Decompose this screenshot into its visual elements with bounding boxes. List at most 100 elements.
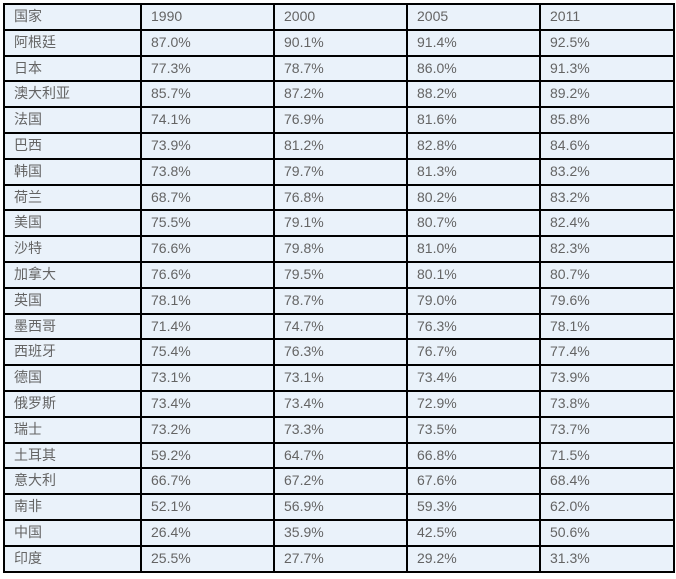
table-row: 英国 78.1% 78.7% 79.0% 79.6% bbox=[3, 286, 675, 315]
value-cell: 79.6% bbox=[539, 286, 675, 315]
value-cell: 81.3% bbox=[406, 157, 541, 186]
value-cell: 82.4% bbox=[539, 209, 675, 238]
value-cell: 82.8% bbox=[406, 131, 541, 160]
value-cell: 73.3% bbox=[273, 415, 408, 444]
value-cell: 73.7% bbox=[539, 415, 675, 444]
table-row: 墨西哥 71.4% 74.7% 76.3% 78.1% bbox=[3, 312, 675, 341]
value-cell: 76.7% bbox=[406, 338, 541, 367]
value-cell: 91.3% bbox=[539, 54, 675, 83]
value-cell: 79.7% bbox=[273, 157, 408, 186]
value-cell: 84.6% bbox=[539, 131, 675, 160]
value-cell: 66.7% bbox=[140, 467, 275, 496]
year-column-header: 2005 bbox=[406, 3, 541, 31]
value-cell: 66.8% bbox=[406, 441, 541, 470]
value-cell: 78.7% bbox=[273, 54, 408, 83]
country-cell: 阿根廷 bbox=[3, 28, 142, 57]
value-cell: 77.4% bbox=[539, 338, 675, 367]
value-cell: 76.3% bbox=[406, 312, 541, 341]
country-cell: 韩国 bbox=[3, 157, 142, 186]
header-row: 国家 1990 2000 2005 2011 bbox=[3, 3, 675, 31]
value-cell: 71.4% bbox=[140, 312, 275, 341]
value-cell: 76.8% bbox=[273, 183, 408, 212]
value-cell: 83.2% bbox=[539, 183, 675, 212]
value-cell: 29.2% bbox=[406, 544, 541, 573]
value-cell: 92.5% bbox=[539, 28, 675, 57]
value-cell: 89.2% bbox=[539, 80, 675, 109]
country-percentage-table: 国家 1990 2000 2005 2011 阿根廷 87.0% 90.1% 91.4% 92.… bbox=[3, 3, 675, 573]
value-cell: 88.2% bbox=[406, 80, 541, 109]
year-column-header: 2011 bbox=[539, 3, 675, 31]
value-cell: 81.6% bbox=[406, 106, 541, 134]
value-cell: 78.1% bbox=[140, 286, 275, 315]
value-cell: 73.1% bbox=[273, 364, 408, 392]
country-cell: 土耳其 bbox=[3, 441, 142, 470]
value-cell: 85.7% bbox=[140, 80, 275, 109]
value-cell: 78.7% bbox=[273, 286, 408, 315]
value-cell: 90.1% bbox=[273, 28, 408, 57]
value-cell: 56.9% bbox=[273, 493, 408, 521]
table-row: 加拿大 76.6% 79.5% 80.1% 80.7% bbox=[3, 260, 675, 289]
value-cell: 87.0% bbox=[140, 28, 275, 57]
table-row: 日本 77.3% 78.7% 86.0% 91.3% bbox=[3, 54, 675, 83]
country-cell: 瑞士 bbox=[3, 415, 142, 444]
country-cell: 英国 bbox=[3, 286, 142, 315]
value-cell: 73.4% bbox=[140, 389, 275, 418]
table-row: 法国 74.1% 76.9% 81.6% 85.8% bbox=[3, 106, 675, 134]
table-row: 西班牙 75.4% 76.3% 76.7% 77.4% bbox=[3, 338, 675, 367]
value-cell: 86.0% bbox=[406, 54, 541, 83]
value-cell: 81.0% bbox=[406, 235, 541, 263]
value-cell: 75.4% bbox=[140, 338, 275, 367]
value-cell: 52.1% bbox=[140, 493, 275, 521]
table-body: 阿根廷 87.0% 90.1% 91.4% 92.5% 日本 77.3% 78.7% 86.0%… bbox=[3, 28, 675, 573]
country-cell: 加拿大 bbox=[3, 260, 142, 289]
value-cell: 73.2% bbox=[140, 415, 275, 444]
value-cell: 78.1% bbox=[539, 312, 675, 341]
table-row: 巴西 73.9% 81.2% 82.8% 84.6% bbox=[3, 131, 675, 160]
value-cell: 75.5% bbox=[140, 209, 275, 238]
country-cell: 南非 bbox=[3, 493, 142, 521]
table-row: 南非 52.1% 56.9% 59.3% 62.0% bbox=[3, 493, 675, 521]
value-cell: 68.7% bbox=[140, 183, 275, 212]
table-row: 瑞士 73.2% 73.3% 73.5% 73.7% bbox=[3, 415, 675, 444]
value-cell: 85.8% bbox=[539, 106, 675, 134]
value-cell: 31.3% bbox=[539, 544, 675, 573]
value-cell: 35.9% bbox=[273, 518, 408, 547]
value-cell: 81.2% bbox=[273, 131, 408, 160]
value-cell: 79.0% bbox=[406, 286, 541, 315]
country-cell: 法国 bbox=[3, 106, 142, 134]
table-row: 荷兰 68.7% 76.8% 80.2% 83.2% bbox=[3, 183, 675, 212]
country-cell: 荷兰 bbox=[3, 183, 142, 212]
value-cell: 76.3% bbox=[273, 338, 408, 367]
value-cell: 67.2% bbox=[273, 467, 408, 496]
value-cell: 59.2% bbox=[140, 441, 275, 470]
value-cell: 76.6% bbox=[140, 235, 275, 263]
table-row: 澳大利亚 85.7% 87.2% 88.2% 89.2% bbox=[3, 80, 675, 109]
table-row: 意大利 66.7% 67.2% 67.6% 68.4% bbox=[3, 467, 675, 496]
country-cell: 沙特 bbox=[3, 235, 142, 263]
table-header: 国家 1990 2000 2005 2011 bbox=[3, 3, 675, 31]
year-column-header: 2000 bbox=[273, 3, 408, 31]
value-cell: 73.9% bbox=[140, 131, 275, 160]
country-cell: 巴西 bbox=[3, 131, 142, 160]
table-row: 韩国 73.8% 79.7% 81.3% 83.2% bbox=[3, 157, 675, 186]
value-cell: 73.4% bbox=[273, 389, 408, 418]
country-cell: 墨西哥 bbox=[3, 312, 142, 341]
value-cell: 42.5% bbox=[406, 518, 541, 547]
value-cell: 59.3% bbox=[406, 493, 541, 521]
value-cell: 64.7% bbox=[273, 441, 408, 470]
country-cell: 意大利 bbox=[3, 467, 142, 496]
table-row: 阿根廷 87.0% 90.1% 91.4% 92.5% bbox=[3, 28, 675, 57]
table-row: 中国 26.4% 35.9% 42.5% 50.6% bbox=[3, 518, 675, 547]
value-cell: 68.4% bbox=[539, 467, 675, 496]
value-cell: 79.8% bbox=[273, 235, 408, 263]
country-cell: 日本 bbox=[3, 54, 142, 83]
value-cell: 72.9% bbox=[406, 389, 541, 418]
table-row: 俄罗斯 73.4% 73.4% 72.9% 73.8% bbox=[3, 389, 675, 418]
table-row: 印度 25.5% 27.7% 29.2% 31.3% bbox=[3, 544, 675, 573]
country-column-header: 国家 bbox=[3, 3, 142, 31]
country-cell: 西班牙 bbox=[3, 338, 142, 367]
value-cell: 71.5% bbox=[539, 441, 675, 470]
value-cell: 27.7% bbox=[273, 544, 408, 573]
value-cell: 73.8% bbox=[539, 389, 675, 418]
